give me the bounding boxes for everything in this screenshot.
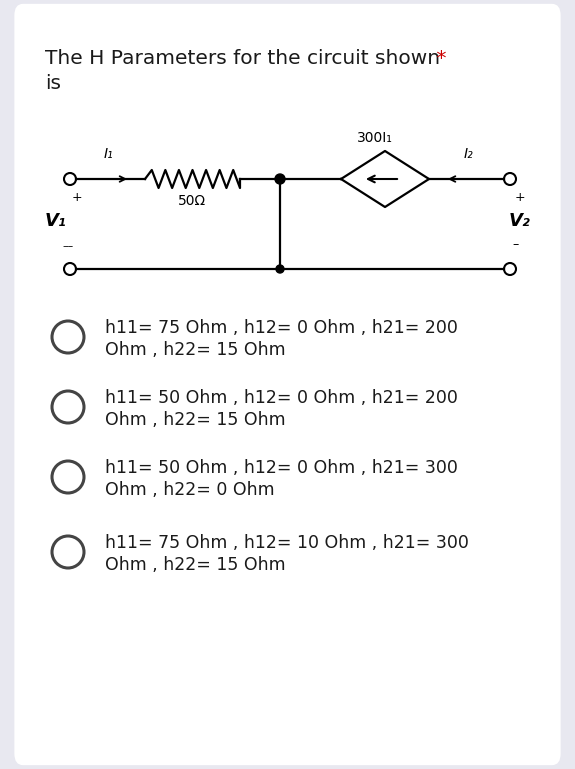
Text: +: + — [72, 191, 83, 204]
Text: is: is — [45, 74, 61, 93]
Text: h11= 50 Ohm , h12= 0 Ohm , h21= 300: h11= 50 Ohm , h12= 0 Ohm , h21= 300 — [105, 459, 458, 477]
Text: Ohm , h22= 15 Ohm: Ohm , h22= 15 Ohm — [105, 411, 286, 429]
Text: 50Ω: 50Ω — [178, 194, 206, 208]
Text: Ohm , h22= 15 Ohm: Ohm , h22= 15 Ohm — [105, 341, 286, 359]
Text: I₁: I₁ — [103, 147, 113, 161]
Text: I₂: I₂ — [463, 147, 473, 161]
Circle shape — [276, 265, 284, 273]
Text: –: – — [512, 238, 518, 251]
Text: +: + — [515, 191, 526, 204]
Text: V₂: V₂ — [508, 212, 530, 230]
Text: Ohm , h22= 0 Ohm: Ohm , h22= 0 Ohm — [105, 481, 275, 499]
Text: *: * — [430, 49, 447, 68]
Text: Ohm , h22= 15 Ohm: Ohm , h22= 15 Ohm — [105, 556, 286, 574]
Text: h11= 75 Ohm , h12= 10 Ohm , h21= 300: h11= 75 Ohm , h12= 10 Ohm , h21= 300 — [105, 534, 469, 552]
Text: h11= 50 Ohm , h12= 0 Ohm , h21= 200: h11= 50 Ohm , h12= 0 Ohm , h21= 200 — [105, 389, 458, 407]
Circle shape — [275, 174, 285, 184]
Text: ––: –– — [62, 241, 73, 251]
Text: h11= 75 Ohm , h12= 0 Ohm , h21= 200: h11= 75 Ohm , h12= 0 Ohm , h21= 200 — [105, 319, 458, 337]
Text: The H Parameters for the circuit shown: The H Parameters for the circuit shown — [45, 49, 440, 68]
Text: V₁: V₁ — [45, 212, 67, 230]
Text: 300I₁: 300I₁ — [357, 131, 393, 145]
